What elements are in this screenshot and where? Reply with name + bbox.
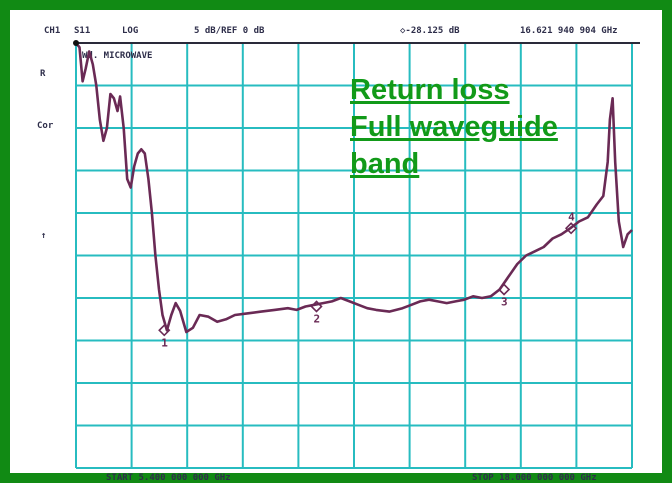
stop-frequency-label: STOP 18.000 000 000 GHz — [472, 473, 597, 483]
side-label-ref-arrow: ↑ — [41, 231, 46, 241]
instrument-header: CH1 S11 LOG 5 dB/REF 0 dB ◇-28.125 dB 16… — [44, 26, 618, 36]
header-marker-frequency: 16.621 940 904 GHz — [520, 26, 618, 36]
start-frequency-label: START 5.400 000 000 GHz — [106, 473, 231, 483]
annotation-line-2: Full waveguide — [350, 111, 558, 143]
chart-canvas: CH1 S11 LOG 5 dB/REF 0 dB ◇-28.125 dB 16… — [37, 26, 640, 483]
header-channel: CH1 — [44, 26, 60, 36]
side-label-r: R — [40, 69, 46, 79]
trace — [74, 42, 633, 334]
annotation-line-3: band — [350, 148, 420, 180]
reference-point — [73, 40, 79, 46]
header-scale: 5 dB/REF 0 dB — [194, 26, 265, 36]
marker-3 — [497, 283, 511, 296]
grid — [75, 42, 640, 469]
header-format: LOG — [122, 26, 138, 36]
markers: 1 2 3 4 — [158, 210, 578, 349]
annotation: Return loss Full waveguide band — [350, 72, 558, 183]
header-marker-value: ◇-28.125 dB — [400, 26, 460, 36]
marker-label-2: 2 — [313, 313, 320, 326]
side-labels: R Cor ↑ — [37, 69, 54, 241]
side-label-cor: Cor — [37, 121, 54, 131]
marker-label-3: 3 — [501, 296, 508, 309]
header-parameter: S11 — [74, 26, 90, 36]
marker-label-4: 4 — [568, 210, 575, 223]
marker-1 — [158, 324, 171, 337]
marker-label-1: 1 — [161, 336, 168, 349]
marker-4 — [564, 222, 578, 235]
marker-2 — [310, 300, 323, 313]
annotation-line-1: Return loss — [350, 74, 510, 106]
chart-frame: CH1 S11 LOG 5 dB/REF 0 dB ◇-28.125 dB 16… — [0, 0, 672, 483]
trace-title: Wd. MICROWAVE — [82, 51, 152, 61]
series-line-1 — [74, 42, 633, 334]
